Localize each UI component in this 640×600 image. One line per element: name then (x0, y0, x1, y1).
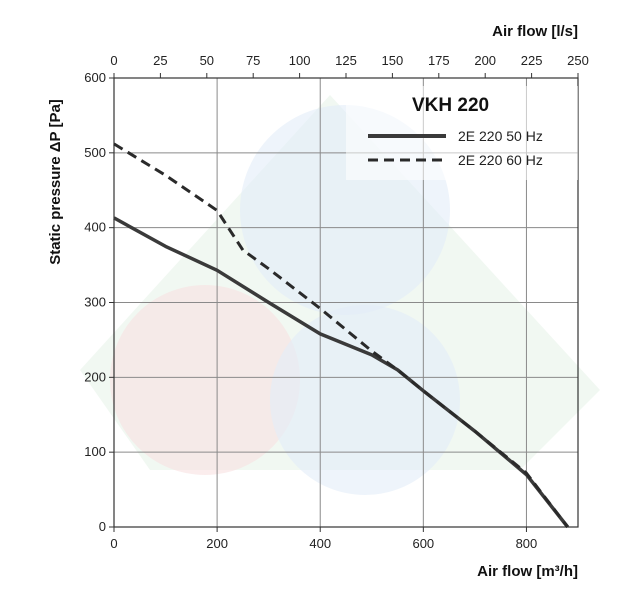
x-tick-label: 600 (412, 536, 434, 551)
x-top-tick-label: 25 (153, 53, 167, 68)
x-top-tick-label: 0 (110, 53, 117, 68)
legend-label-60hz: 2E 220 60 Hz (458, 152, 543, 168)
watermark-circle-blue-lower (270, 305, 460, 495)
x-top-tick-label: 200 (474, 53, 496, 68)
x-top-tick-label: 100 (289, 53, 311, 68)
x-axis-bottom-title: Air flow [m³/h] (477, 563, 578, 580)
watermark-circle-red (110, 285, 300, 475)
series-line-60hz (113, 142, 569, 528)
y-tick-label: 300 (84, 295, 106, 310)
y-tick-label: 0 (99, 519, 106, 534)
x-top-tick-label: 75 (246, 53, 260, 68)
series-layer (113, 142, 570, 529)
x-top-tick-label: 175 (428, 53, 450, 68)
x-tick-label: 400 (309, 536, 331, 551)
x-top-tick-label: 250 (567, 53, 589, 68)
x-tick-label: 0 (110, 536, 117, 551)
y-tick-label: 500 (84, 145, 106, 160)
x-top-tick-label: 50 (200, 53, 214, 68)
x-axis-top-title: Air flow [l/s] (492, 23, 578, 40)
legend-label-50hz: 2E 220 50 Hz (458, 128, 543, 144)
chart-title: VKH 220 (412, 95, 489, 116)
x-tick-label: 800 (516, 536, 538, 551)
y-axis-title: Static pressure ΔP [Pa] (47, 99, 64, 265)
x-top-tick-label: 150 (382, 53, 404, 68)
tick-labels: 0 100 200 300 400 500 600 0 200 400 600 800 0 25 50 75 1… (84, 53, 589, 551)
x-top-tick-label: 225 (521, 53, 543, 68)
y-tick-label: 200 (84, 369, 106, 384)
y-tick-label: 100 (84, 444, 106, 459)
watermark-logo (80, 95, 600, 495)
y-tick-label: 400 (84, 220, 106, 235)
x-top-tick-label: 125 (335, 53, 357, 68)
y-tick-label: 600 (84, 70, 106, 85)
x-tick-label: 200 (206, 536, 228, 551)
legend: VKH 220 2E 220 50 Hz 2E 220 60 Hz (346, 86, 578, 180)
